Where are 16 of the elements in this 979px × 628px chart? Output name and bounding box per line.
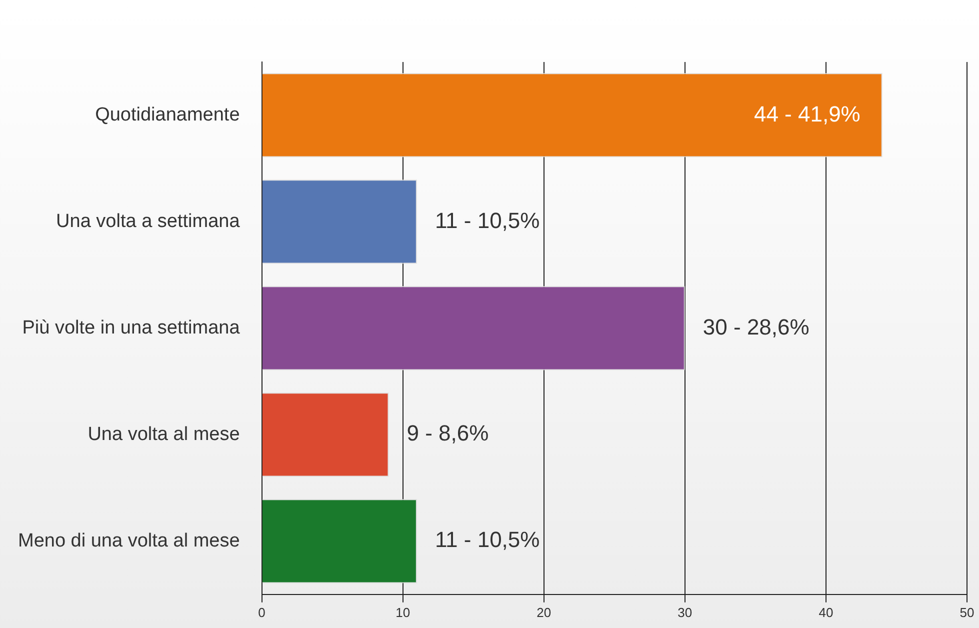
y-tick-label: Una volta al mese (88, 424, 240, 445)
x-tick-label: 50 (960, 604, 974, 620)
x-tick-label: 0 (258, 604, 266, 620)
y-tick-label: Quotidianamente (95, 104, 240, 126)
x-tick-label: 40 (818, 604, 834, 620)
x-tick-label: 20 (536, 604, 552, 620)
data-label: 30 - 28,6% (702, 314, 810, 340)
y-tick-label: Più volte in una settimana (22, 317, 240, 338)
y-tick-label: Una volta a settimana (56, 210, 240, 232)
data-label: 11 - 10,5% (434, 208, 540, 233)
x-tick-label: 30 (678, 604, 692, 620)
data-label: 9 - 8,6% (406, 420, 489, 446)
x-tick-label: 10 (396, 604, 410, 620)
y-tick-label: Meno di una volta al mese (18, 530, 240, 552)
data-label: 11 - 10,5% (434, 527, 540, 552)
data-label: 44 - 41,9% (754, 101, 860, 126)
